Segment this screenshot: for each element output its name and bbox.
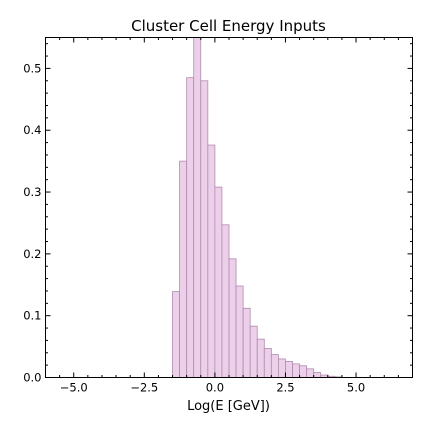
histogram-bar — [235, 285, 244, 378]
histogram-bar — [263, 348, 272, 378]
histogram-bar — [270, 354, 279, 378]
y-tick-label: 0.2 — [23, 247, 41, 261]
y-tick-label: 0.1 — [23, 309, 41, 323]
x-tick-label: 5.0 — [347, 381, 365, 395]
histogram-bar — [228, 258, 237, 378]
histogram-bar — [186, 77, 195, 378]
histogram-bar — [306, 368, 315, 378]
histogram-bar — [242, 307, 251, 378]
histogram-bar — [285, 361, 293, 378]
x-tick-label: 0.0 — [206, 381, 224, 395]
y-tick-label: 0.5 — [23, 61, 41, 75]
plot-frame — [45, 37, 413, 378]
histogram-bar — [200, 80, 209, 378]
histogram-bar — [207, 144, 216, 378]
chart-title: Cluster Cell Energy Inputs — [131, 17, 326, 35]
y-tick-label: 0.3 — [23, 185, 41, 199]
histogram-bar — [277, 358, 286, 378]
bars-group — [172, 37, 343, 378]
y-tick-label: 0.4 — [23, 123, 41, 137]
x-tick-label: −5.0 — [60, 381, 88, 395]
x-tick-label: −2.5 — [130, 381, 158, 395]
x-tick-label: 2.5 — [276, 381, 294, 395]
histogram-bar — [256, 338, 265, 378]
histogram-bar — [193, 37, 202, 378]
histogram-bar — [249, 325, 258, 378]
ticks-group: −5.0 −2.5 0.0 2.5 5.0 0.0 0.1 0.2 0.3 0.4 0.5 — [23, 37, 413, 395]
x-axis-label: Log(E [GeV]) — [187, 399, 270, 414]
histogram-bar — [179, 160, 188, 378]
y-tick-label: 0.0 — [23, 371, 41, 385]
histogram-bar — [172, 291, 180, 378]
histogram-bar — [299, 365, 308, 378]
histogram-bar — [221, 224, 230, 378]
histogram-bar — [292, 363, 300, 378]
histogram-bar — [214, 186, 223, 378]
histogram-bar — [313, 372, 322, 378]
